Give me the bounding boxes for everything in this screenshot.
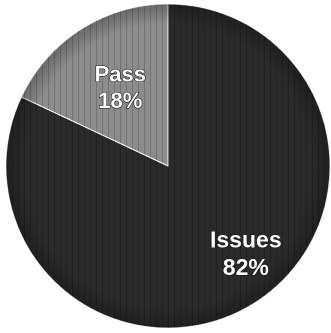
slice-label-pass: Pass bbox=[95, 61, 146, 86]
slice-value-issues: 82% bbox=[223, 254, 269, 280]
pie-rim-shading bbox=[6, 4, 330, 328]
slice-label-issues: Issues bbox=[210, 226, 282, 252]
slice-value-pass: 18% bbox=[98, 88, 142, 113]
